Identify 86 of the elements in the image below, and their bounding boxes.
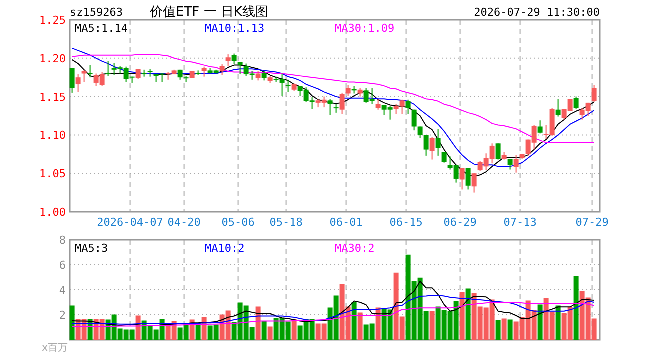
y-tick-label: 1.20 bbox=[40, 52, 66, 66]
x-tick-label: 06-29 bbox=[444, 216, 477, 229]
candlestick bbox=[442, 152, 447, 164]
candlestick bbox=[496, 143, 501, 160]
x-tick-label: 05-18 bbox=[270, 216, 303, 229]
candlestick bbox=[70, 68, 75, 94]
text: MA30:2 bbox=[335, 242, 375, 255]
bar bbox=[538, 304, 543, 340]
bar bbox=[502, 318, 507, 340]
x-tick-label: 07-13 bbox=[504, 216, 537, 229]
candlestick bbox=[106, 60, 111, 77]
candlestick bbox=[412, 109, 417, 132]
candlestick bbox=[220, 64, 225, 76]
candlestick bbox=[574, 96, 579, 110]
bar bbox=[262, 321, 267, 340]
x-tick-label: 2026-04-07 bbox=[97, 216, 164, 229]
line-series bbox=[72, 48, 595, 168]
x-tick-label: 05-06 bbox=[222, 216, 255, 229]
candlestick bbox=[508, 158, 513, 170]
candlestick bbox=[538, 120, 543, 134]
line-series bbox=[72, 295, 595, 325]
bar bbox=[556, 306, 561, 340]
chart-title: 价值ETF 一 日K线图 bbox=[149, 5, 268, 20]
candlestick bbox=[148, 68, 153, 78]
candlestick bbox=[406, 99, 411, 115]
candlestick bbox=[424, 134, 429, 156]
candlestick bbox=[82, 69, 87, 83]
text: MA5:3 bbox=[75, 242, 108, 255]
text: MA5:1.14 bbox=[75, 22, 128, 35]
text: x百万 bbox=[42, 343, 68, 354]
candlestick bbox=[136, 68, 141, 80]
text: 2026-07-29 11:30:00 bbox=[474, 6, 600, 19]
candlestick bbox=[376, 98, 381, 110]
bar bbox=[466, 288, 471, 340]
x-tick-label: 04-20 bbox=[168, 216, 201, 229]
bar bbox=[256, 306, 261, 340]
line-series bbox=[72, 302, 595, 328]
bar bbox=[508, 320, 513, 340]
candlestick bbox=[76, 74, 81, 93]
candlestick bbox=[466, 168, 471, 190]
bar bbox=[574, 276, 579, 340]
candlestick bbox=[232, 53, 237, 66]
text: MA30:1.09 bbox=[335, 22, 395, 35]
candlestick bbox=[556, 98, 561, 118]
bar bbox=[376, 308, 381, 340]
y-tick-label: 6 bbox=[59, 259, 66, 272]
y-tick-label: 1.10 bbox=[40, 129, 66, 142]
bar bbox=[268, 326, 273, 340]
candlestick bbox=[88, 64, 93, 78]
line-series bbox=[72, 281, 595, 326]
bar bbox=[358, 312, 363, 340]
candlestick bbox=[514, 154, 519, 174]
y-tick-label: 1.25 bbox=[40, 14, 66, 27]
candlestick bbox=[346, 84, 351, 97]
y-tick-label: 8 bbox=[59, 234, 66, 247]
candlestick bbox=[460, 168, 465, 190]
bar bbox=[292, 319, 297, 340]
bar bbox=[352, 302, 357, 340]
y-tick-label: 1.15 bbox=[40, 90, 66, 104]
bar bbox=[496, 320, 501, 340]
candlestick bbox=[256, 70, 261, 82]
y-tick-label: 1.00 bbox=[40, 206, 66, 219]
candlestick bbox=[238, 62, 243, 76]
candlestick bbox=[226, 54, 231, 67]
y-tick-label: 1.05 bbox=[40, 168, 66, 181]
text: sz159263 bbox=[70, 6, 123, 19]
bar bbox=[70, 306, 75, 340]
y-tick-label: 4 bbox=[59, 284, 66, 297]
text: MA10:2 bbox=[205, 242, 245, 255]
text: MA10:1.13 bbox=[205, 22, 265, 35]
x-tick-label: 06-01 bbox=[330, 216, 363, 229]
x-tick-label: 06-15 bbox=[390, 216, 423, 229]
x-tick-label: 07-29 bbox=[576, 216, 609, 229]
candlestick bbox=[262, 70, 267, 82]
candlestick bbox=[592, 84, 597, 103]
candlestick bbox=[436, 128, 441, 156]
bar bbox=[460, 292, 465, 340]
y-tick-label: 2 bbox=[59, 309, 66, 322]
line-series bbox=[72, 54, 595, 144]
candlestick bbox=[430, 137, 435, 160]
bar bbox=[430, 311, 435, 340]
candlestick bbox=[340, 92, 345, 115]
candlestick bbox=[472, 173, 477, 194]
candlestick bbox=[328, 98, 333, 116]
candlestick bbox=[286, 79, 291, 93]
candlestick bbox=[202, 66, 207, 78]
